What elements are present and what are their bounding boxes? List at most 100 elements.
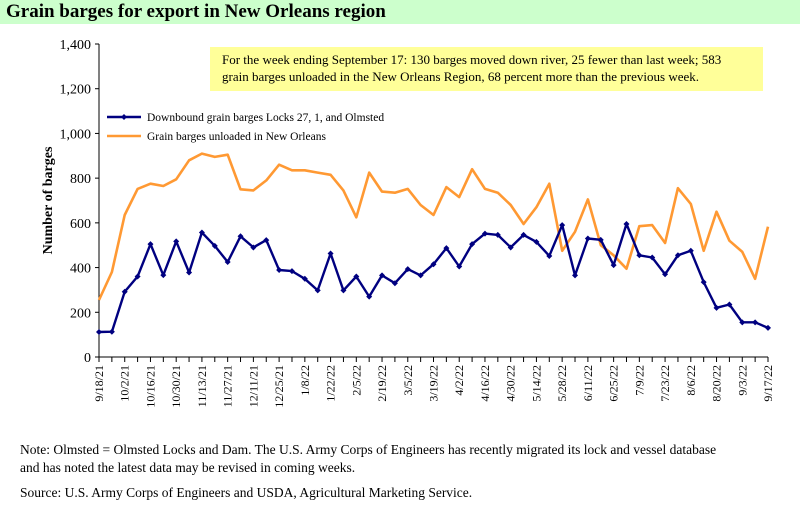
legend-label: Downbound grain barges Locks 27, 1, and … [147,112,384,124]
data-point-downbound [494,231,501,238]
x-tick-label: 7/9/22 [632,365,646,396]
data-point-downbound [173,238,180,245]
data-point-downbound [636,252,643,259]
x-tick-label: 5/28/22 [555,365,569,402]
x-tick-label: 5/14/22 [529,365,543,402]
data-point-downbound [108,328,115,335]
data-point-downbound [379,272,386,279]
x-tick-label: 6/25/22 [607,365,621,402]
y-tick-label: 1,000 [60,127,92,142]
data-point-downbound [533,238,540,245]
data-point-downbound [250,244,257,251]
x-tick-label: 10/30/21 [169,365,183,408]
data-point-downbound [546,252,553,259]
x-tick-label: 1/22/22 [324,365,338,402]
data-point-downbound [481,230,488,237]
annotation-line-1: For the week ending September 17: 130 ba… [222,52,721,67]
x-tick-label: 11/27/21 [221,365,235,407]
x-tick-label: 4/30/22 [504,365,518,402]
x-tick-label: 8/20/22 [710,365,724,402]
x-tick-label: 3/19/22 [427,365,441,402]
y-tick-label: 600 [70,217,91,232]
data-point-downbound [765,324,771,331]
x-tick-label: 3/5/22 [401,365,415,396]
legend-swatch-marker [121,114,127,120]
x-tick-label: 12/11/21 [246,365,260,407]
data-point-downbound [301,275,308,282]
data-point-downbound [726,301,733,308]
data-point-downbound [198,229,205,236]
data-point-downbound [160,272,167,279]
data-point-downbound [443,245,450,252]
data-point-downbound [610,262,617,269]
data-point-downbound [288,268,295,275]
x-tick-label: 12/25/21 [272,365,286,408]
y-tick-label: 1,400 [60,38,92,53]
x-tick-label: 11/13/21 [195,365,209,407]
data-point-downbound [469,241,476,248]
data-point-downbound [366,293,373,300]
data-point-downbound [520,231,527,238]
note-line-1: Note: Olmsted = Olmsted Locks and Dam. T… [20,442,717,457]
data-point-downbound [597,236,604,243]
annotation-text: For the week ending September 17: 130 ba… [222,52,721,84]
data-point-downbound [623,220,630,227]
series-line-unloaded-new-orleans [97,152,770,301]
x-tick-label: 2/5/22 [349,365,363,396]
data-point-downbound [674,252,681,259]
data-point-downbound [572,272,579,279]
data-point-downbound [584,235,591,242]
data-point-downbound [186,269,193,276]
x-tick-label: 10/16/21 [143,365,157,408]
x-tick-label: 4/16/22 [478,365,492,402]
data-point-downbound [121,288,128,295]
data-point-downbound [649,254,656,261]
data-point-downbound [134,273,141,280]
y-tick-label: 0 [84,351,91,366]
x-tick-label: 8/6/22 [684,365,698,396]
data-point-downbound [739,319,746,326]
annotation-line-2: grain barges unloaded in the New Orleans… [222,69,699,84]
data-point-downbound [752,319,759,326]
x-tick-label: 10/2/21 [118,365,132,402]
x-tick-label: 4/2/22 [452,365,466,396]
data-point-downbound [559,222,566,229]
note-line-2: and has noted the latest data may be rev… [20,460,356,475]
annotation-box [210,47,763,91]
x-tick-label: 2/19/22 [375,365,389,402]
data-point-downbound [700,279,707,286]
data-point-downbound [507,244,514,251]
x-tick-label: 9/18/21 [92,365,106,402]
x-tick-label: 1/8/22 [298,365,312,396]
y-tick-label: 400 [70,262,91,277]
data-point-downbound [314,287,321,294]
y-axis-title: Number of barges [41,146,56,254]
page-title: Grain barges for export in New Orleans r… [6,1,386,22]
data-point-downbound [430,261,437,268]
x-tick-label: 9/3/22 [735,365,749,396]
data-point-downbound [224,258,231,265]
data-point-downbound [687,247,694,254]
y-tick-label: 200 [70,306,91,321]
legend-label: Grain barges unloaded in New Orleans [147,131,326,143]
x-tick-label: 7/23/22 [658,365,672,402]
data-point-downbound [417,272,424,279]
data-point-downbound [237,233,244,240]
data-point-downbound [404,266,411,273]
x-tick-label: 9/17/22 [761,365,775,402]
y-tick-label: 1,200 [60,83,92,98]
data-point-downbound [211,242,218,249]
data-point-downbound [391,280,398,287]
barges-line-chart: 0 200 400 600 800 1,000 1,200 1,400 Number of ba… [41,38,775,408]
data-point-downbound [147,241,154,248]
source-note: Source: U.S. Army Corps of Engineers and… [20,485,473,500]
data-point-downbound [327,250,334,257]
title-bar: Grain barges for export in New Orleans r… [0,0,800,24]
y-tick-label: 800 [70,172,91,187]
data-point-downbound [662,271,669,278]
x-tick-label: 6/11/22 [581,365,595,401]
data-point-downbound [713,304,720,311]
data-point-downbound [263,237,270,244]
data-point-downbound [353,273,360,280]
data-point-downbound [340,287,347,294]
